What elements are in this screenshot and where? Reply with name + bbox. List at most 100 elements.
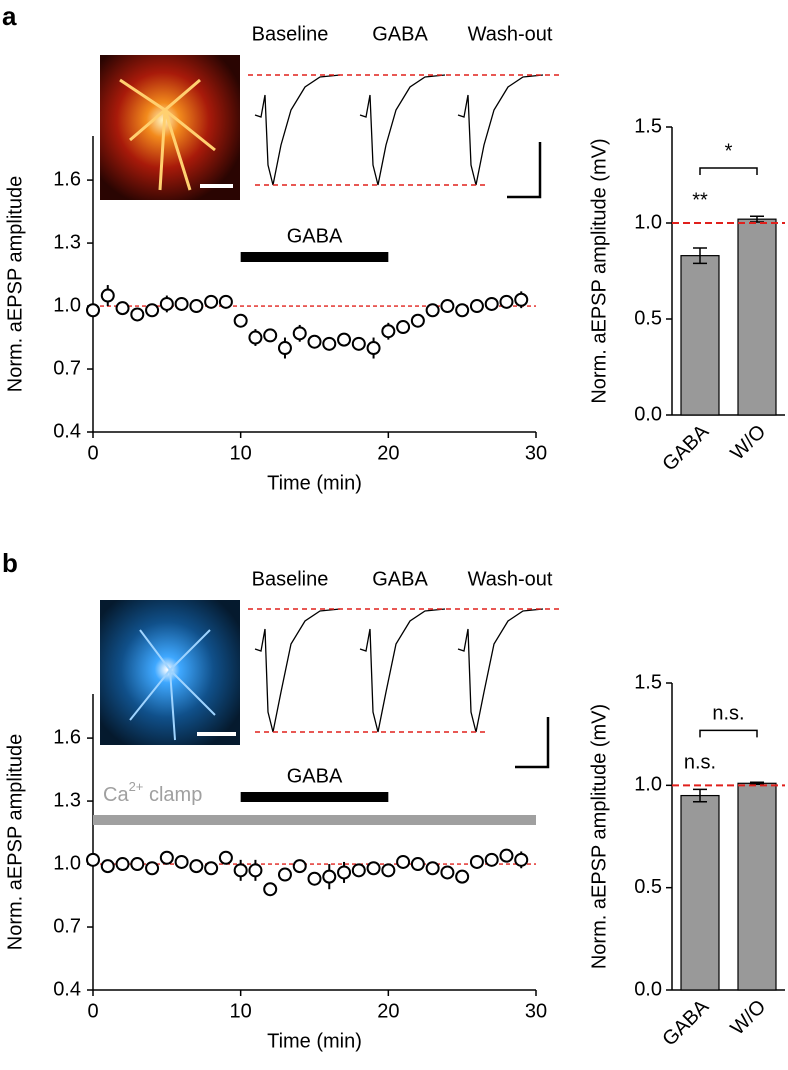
y-tick-label: 1.5 bbox=[634, 671, 662, 693]
data-point bbox=[381, 324, 396, 339]
y-tick-label: 0.4 bbox=[53, 420, 81, 442]
treatment-bar bbox=[240, 252, 389, 262]
data-point bbox=[425, 861, 440, 876]
data-point bbox=[440, 865, 455, 880]
significance-bracket bbox=[699, 729, 758, 738]
y-tick-label: 0.5 bbox=[634, 307, 662, 329]
data-point bbox=[277, 341, 292, 356]
data-point bbox=[499, 848, 514, 863]
significance-bracket bbox=[699, 167, 758, 175]
trace bbox=[457, 74, 544, 186]
data-point bbox=[204, 861, 219, 876]
trace bbox=[359, 74, 446, 186]
error-bar bbox=[750, 781, 764, 786]
data-point bbox=[484, 852, 499, 867]
treatment-bar bbox=[93, 815, 536, 825]
data-point bbox=[86, 852, 100, 867]
data-point bbox=[410, 857, 425, 872]
micrograph-b bbox=[100, 600, 240, 745]
data-point bbox=[218, 294, 233, 309]
x-tick-label: 0 bbox=[87, 442, 98, 464]
x-tick-label: W/O bbox=[726, 421, 770, 465]
x-tick-label: 30 bbox=[525, 1000, 547, 1022]
data-point bbox=[204, 294, 219, 309]
data-point bbox=[233, 313, 248, 328]
trace-label: Baseline bbox=[252, 568, 329, 590]
trace bbox=[254, 74, 341, 186]
trace bbox=[359, 608, 446, 733]
data-point bbox=[189, 299, 204, 314]
y-axis-title: Norm. aEPSP amplitude (mV) bbox=[588, 138, 610, 403]
y-tick-label: 1.6 bbox=[53, 168, 81, 190]
y-tick-label: 1.0 bbox=[634, 211, 662, 233]
y-tick-label: 1.6 bbox=[53, 726, 81, 748]
scale-bar bbox=[507, 142, 542, 199]
data-point bbox=[248, 330, 263, 345]
y-tick-label: 1.0 bbox=[53, 294, 81, 316]
x-tick-label: 10 bbox=[230, 1000, 252, 1022]
bar bbox=[737, 782, 777, 991]
y-tick-label: 0.0 bbox=[634, 978, 662, 1000]
x-tick-label: GABA bbox=[658, 420, 713, 475]
trace-label: Wash-out bbox=[468, 568, 553, 590]
data-point bbox=[145, 303, 160, 318]
data-point bbox=[115, 857, 130, 872]
data-point bbox=[351, 336, 366, 351]
y-tick-label: 1.0 bbox=[634, 774, 662, 796]
data-point bbox=[145, 861, 160, 876]
data-point bbox=[277, 867, 292, 882]
data-point bbox=[469, 854, 484, 869]
data-point bbox=[130, 857, 145, 872]
data-point bbox=[218, 850, 233, 865]
x-tick-label: 0 bbox=[87, 1000, 98, 1022]
data-point bbox=[233, 863, 248, 878]
scale-bar bbox=[515, 717, 550, 769]
error-bar bbox=[693, 788, 707, 803]
x-axis-title: Time (min) bbox=[267, 1030, 362, 1052]
data-point bbox=[307, 334, 322, 349]
trace-label: Wash-out bbox=[468, 23, 553, 45]
y-tick-label: 1.3 bbox=[53, 231, 81, 253]
x-tick-label: 30 bbox=[525, 442, 547, 464]
data-point bbox=[174, 296, 189, 311]
data-point bbox=[263, 328, 278, 343]
y-tick-label: 0.7 bbox=[53, 357, 81, 379]
data-point bbox=[322, 336, 337, 351]
y-tick-label: 0.0 bbox=[634, 403, 662, 425]
trace bbox=[457, 608, 544, 733]
data-point bbox=[100, 288, 115, 303]
y-tick-label: 0.5 bbox=[634, 876, 662, 898]
data-point bbox=[86, 303, 100, 318]
data-point bbox=[455, 869, 470, 884]
data-point bbox=[337, 865, 352, 880]
data-point bbox=[351, 863, 366, 878]
treatment-bar bbox=[240, 792, 389, 802]
y-axis-title: Norm. aEPSP amplitude bbox=[4, 176, 26, 392]
data-point bbox=[499, 294, 514, 309]
y-tick-label: 1.3 bbox=[53, 789, 81, 811]
data-point bbox=[337, 332, 352, 347]
data-point bbox=[248, 863, 263, 878]
data-point bbox=[292, 859, 307, 874]
x-tick-label: 20 bbox=[377, 1000, 399, 1022]
panel-label: a bbox=[2, 1, 17, 31]
trace bbox=[254, 608, 341, 733]
treatment-label: GABA bbox=[287, 225, 343, 247]
data-point bbox=[159, 850, 174, 865]
data-point bbox=[100, 859, 115, 874]
data-point bbox=[174, 854, 189, 869]
data-point bbox=[189, 859, 204, 874]
data-point bbox=[484, 296, 499, 311]
bar bbox=[680, 255, 720, 416]
significance: ** bbox=[692, 189, 708, 211]
data-point bbox=[514, 852, 529, 867]
x-tick-label: W/O bbox=[726, 996, 770, 1040]
significance: * bbox=[725, 140, 733, 162]
data-point bbox=[455, 303, 470, 318]
label-part: clamp bbox=[143, 784, 202, 806]
treatment-label: GABA bbox=[287, 765, 343, 787]
data-point bbox=[159, 296, 174, 311]
significance: n.s. bbox=[684, 752, 716, 774]
